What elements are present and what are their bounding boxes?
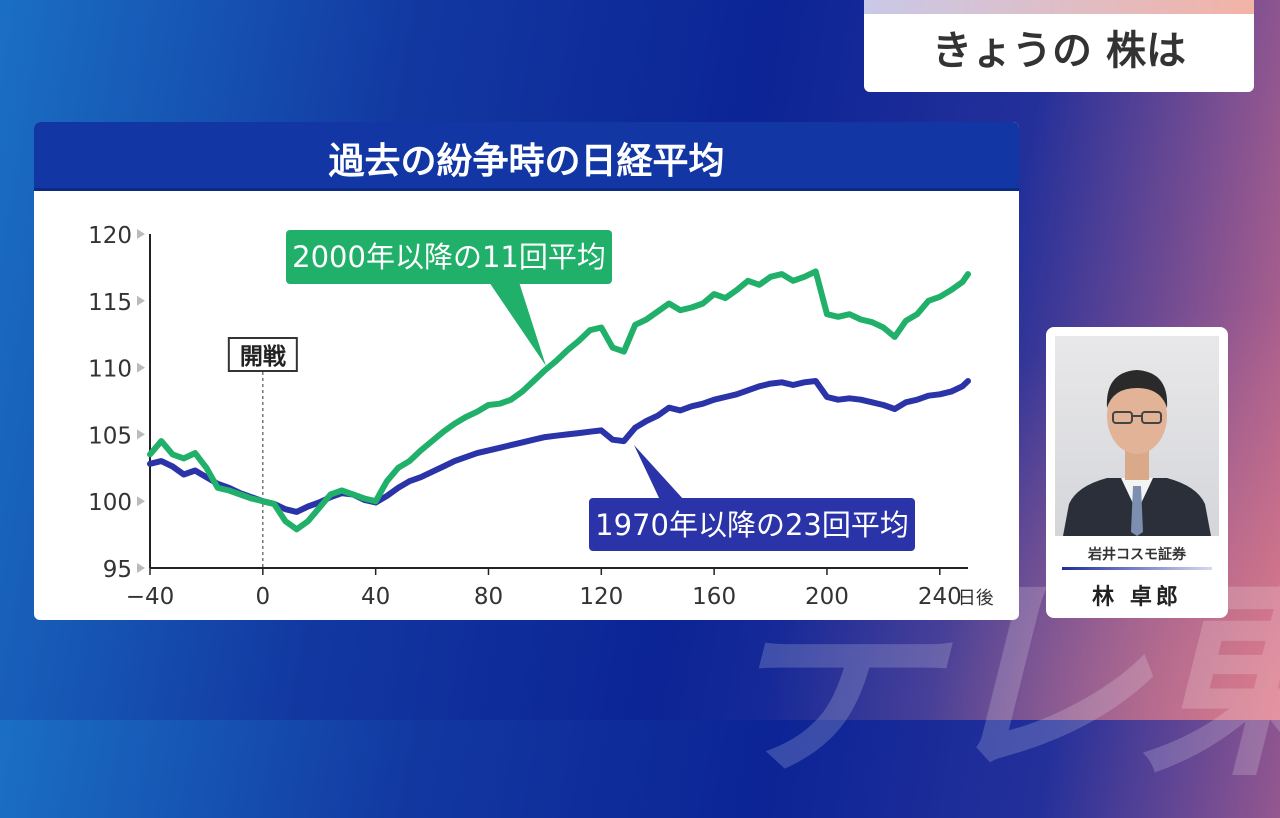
y-tick-label: 120: [88, 223, 132, 249]
y-tick-label: 110: [88, 357, 132, 383]
y-tick-marker: [137, 496, 145, 507]
y-tick-marker: [137, 229, 145, 239]
segment-title: きょうの 株は: [932, 28, 1186, 74]
war-start-label: 開戦: [240, 344, 286, 370]
x-tick-label: 40: [361, 584, 390, 610]
war-start-box: [227, 337, 298, 372]
x-tick-label: −40: [126, 584, 175, 610]
y-tick-marker: [137, 429, 145, 440]
series-label-1970: 1970年以降の23回平均: [595, 508, 909, 542]
y-tick-label: 100: [88, 490, 132, 516]
x-tick-label: 120: [579, 584, 623, 610]
company-underline: [1062, 567, 1212, 570]
commentator-name: 林 卓郎: [1092, 585, 1182, 610]
y-tick-marker: [137, 563, 145, 573]
x-tick-label: 240: [918, 584, 962, 610]
commentator-company: 岩井コスモ証券: [1088, 547, 1186, 563]
x-tick-label: 160: [692, 584, 736, 610]
segment-title-box: きょうの 株は: [864, 0, 1254, 92]
commentator-photo: [1055, 336, 1219, 536]
series-line-1970: [147, 378, 971, 515]
chart-panel: 過去の紛争時の日経平均 95 100 105 110 115 120 −40 0 40 80 120…: [34, 122, 1019, 620]
x-tick-label: 200: [805, 584, 849, 610]
chart-header: 過去の紛争時の日経平均: [34, 122, 1019, 191]
x-tick-label: 80: [474, 584, 503, 610]
y-tick-label: 95: [103, 557, 132, 583]
commentator-card: 岩井コスモ証券 林 卓郎: [1046, 327, 1228, 618]
callout-box-1970: [589, 498, 915, 551]
title-accent-strip: [864, 0, 1254, 14]
chart-title: 過去の紛争時の日経平均: [328, 141, 725, 182]
callout-box-2000: [286, 230, 612, 284]
y-tick-label: 105: [88, 423, 132, 449]
y-tick-marker: [137, 295, 145, 306]
series-line-2000: [147, 268, 971, 533]
y-tick-marker: [137, 362, 145, 373]
callout-pointer-2000: [489, 282, 546, 366]
x-axis-unit: 日後: [958, 588, 994, 609]
y-tick-label: 115: [88, 290, 132, 316]
series-label-2000: 2000年以降の11回平均: [292, 240, 606, 274]
callout-pointer-1970: [634, 445, 684, 500]
person-portrait-icon: [1063, 370, 1211, 536]
x-tick-label: 0: [256, 584, 271, 610]
